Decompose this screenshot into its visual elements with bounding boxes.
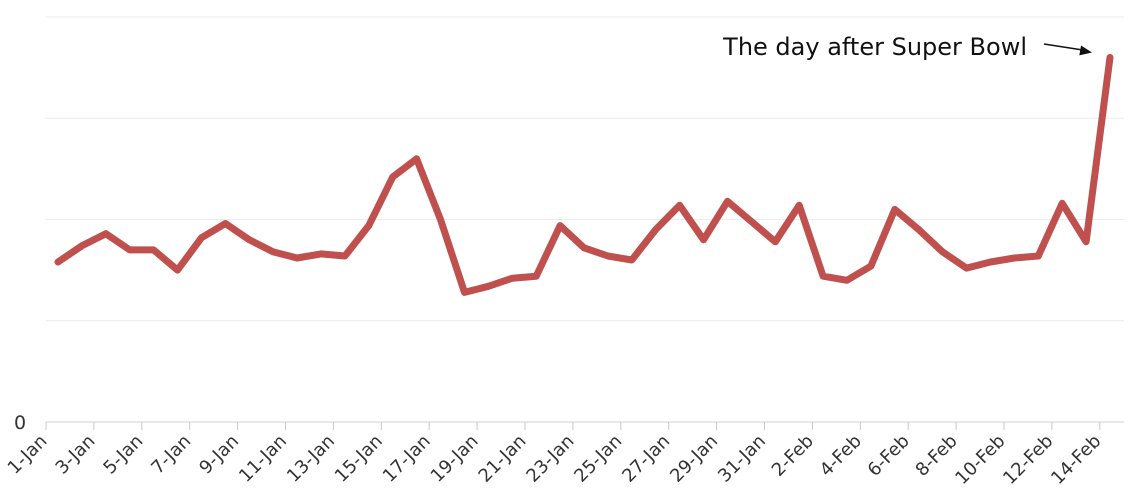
x-tick-label: 25-Jan [570, 431, 626, 487]
data-point [200, 236, 203, 239]
data-point [296, 256, 299, 259]
data-point [583, 246, 585, 249]
x-tick-label: 3-Jan [52, 431, 100, 479]
data-point [965, 267, 968, 270]
x-tick-label: 2-Feb [768, 431, 818, 481]
annotation-text: The day after Super Bowl [722, 33, 1027, 61]
data-point [1013, 256, 1016, 259]
y-tick-label: 0 [14, 412, 26, 434]
data-point [869, 265, 872, 268]
x-tick-label: 13-Jan [283, 431, 339, 487]
data-point [1061, 202, 1064, 205]
data-point [798, 204, 801, 207]
data-point [80, 244, 83, 247]
data-point [104, 232, 107, 235]
data-point [343, 254, 346, 257]
x-tick-label: 1-Jan [4, 431, 52, 479]
annotation-arrow-line [1043, 43, 1087, 52]
gridlines [46, 16, 1124, 322]
x-tick-label: 11-Jan [235, 431, 291, 487]
data-point [1109, 56, 1111, 59]
data-point [559, 224, 562, 227]
x-tick-label: 17-Jan [379, 431, 435, 487]
data-point [511, 277, 514, 280]
data-point [774, 240, 777, 243]
x-tick-label: 27-Jan [618, 431, 674, 487]
data-point [57, 261, 59, 264]
data-point [893, 208, 896, 211]
y-tick-labels: 0 [14, 412, 26, 434]
data-point [248, 238, 251, 241]
data-point [391, 175, 394, 178]
data-points [57, 56, 1111, 294]
x-tick-label: 12-Feb [999, 431, 1057, 489]
data-point [272, 250, 275, 253]
data-point [702, 238, 705, 241]
data-point [941, 250, 944, 253]
x-tick-label: 6-Feb [864, 431, 914, 481]
annotation-arrow [1043, 43, 1092, 56]
x-tick-label: 23-Jan [522, 431, 578, 487]
x-tick-label: 4-Feb [816, 431, 866, 481]
data-point [176, 269, 179, 272]
x-tick-label: 5-Jan [99, 431, 147, 479]
series-line [54, 54, 1114, 296]
data-point [224, 222, 227, 225]
data-point [128, 248, 131, 251]
data-point [678, 204, 681, 207]
data-point [726, 200, 729, 203]
data-point [487, 285, 490, 288]
x-tick-labels: 1-Jan 3-Jan 5-Jan 7-Jan 9-Jan11-Jan13-Jan15-… [4, 431, 1106, 489]
data-point [463, 291, 466, 294]
x-tick-label: 15-Jan [331, 431, 387, 487]
annotation-arrow-head [1079, 45, 1092, 56]
data-point [367, 224, 370, 227]
data-point [415, 157, 418, 160]
x-tick-label: 14-Feb [1047, 431, 1105, 489]
data-point [630, 259, 633, 261]
data-point [846, 279, 848, 282]
data-point [917, 228, 920, 231]
data-point [320, 252, 322, 255]
data-point [535, 275, 538, 278]
x-tick-label: 21-Jan [475, 431, 531, 487]
data-point [606, 254, 609, 257]
x-tick-label: 7-Jan [147, 431, 195, 479]
x-tick-label: 31-Jan [714, 431, 770, 487]
data-point [822, 275, 825, 278]
data-point [989, 261, 992, 264]
x-tick-label: 10-Feb [951, 431, 1009, 489]
data-point [439, 218, 442, 221]
data-point [1085, 240, 1088, 243]
data-point [654, 228, 657, 231]
x-tick-label: 29-Jan [666, 431, 722, 487]
data-point [750, 220, 753, 223]
data-point [1037, 254, 1040, 257]
data-point [152, 248, 155, 251]
x-ticks [45, 422, 1101, 430]
x-tick-label: 19-Jan [427, 431, 483, 487]
